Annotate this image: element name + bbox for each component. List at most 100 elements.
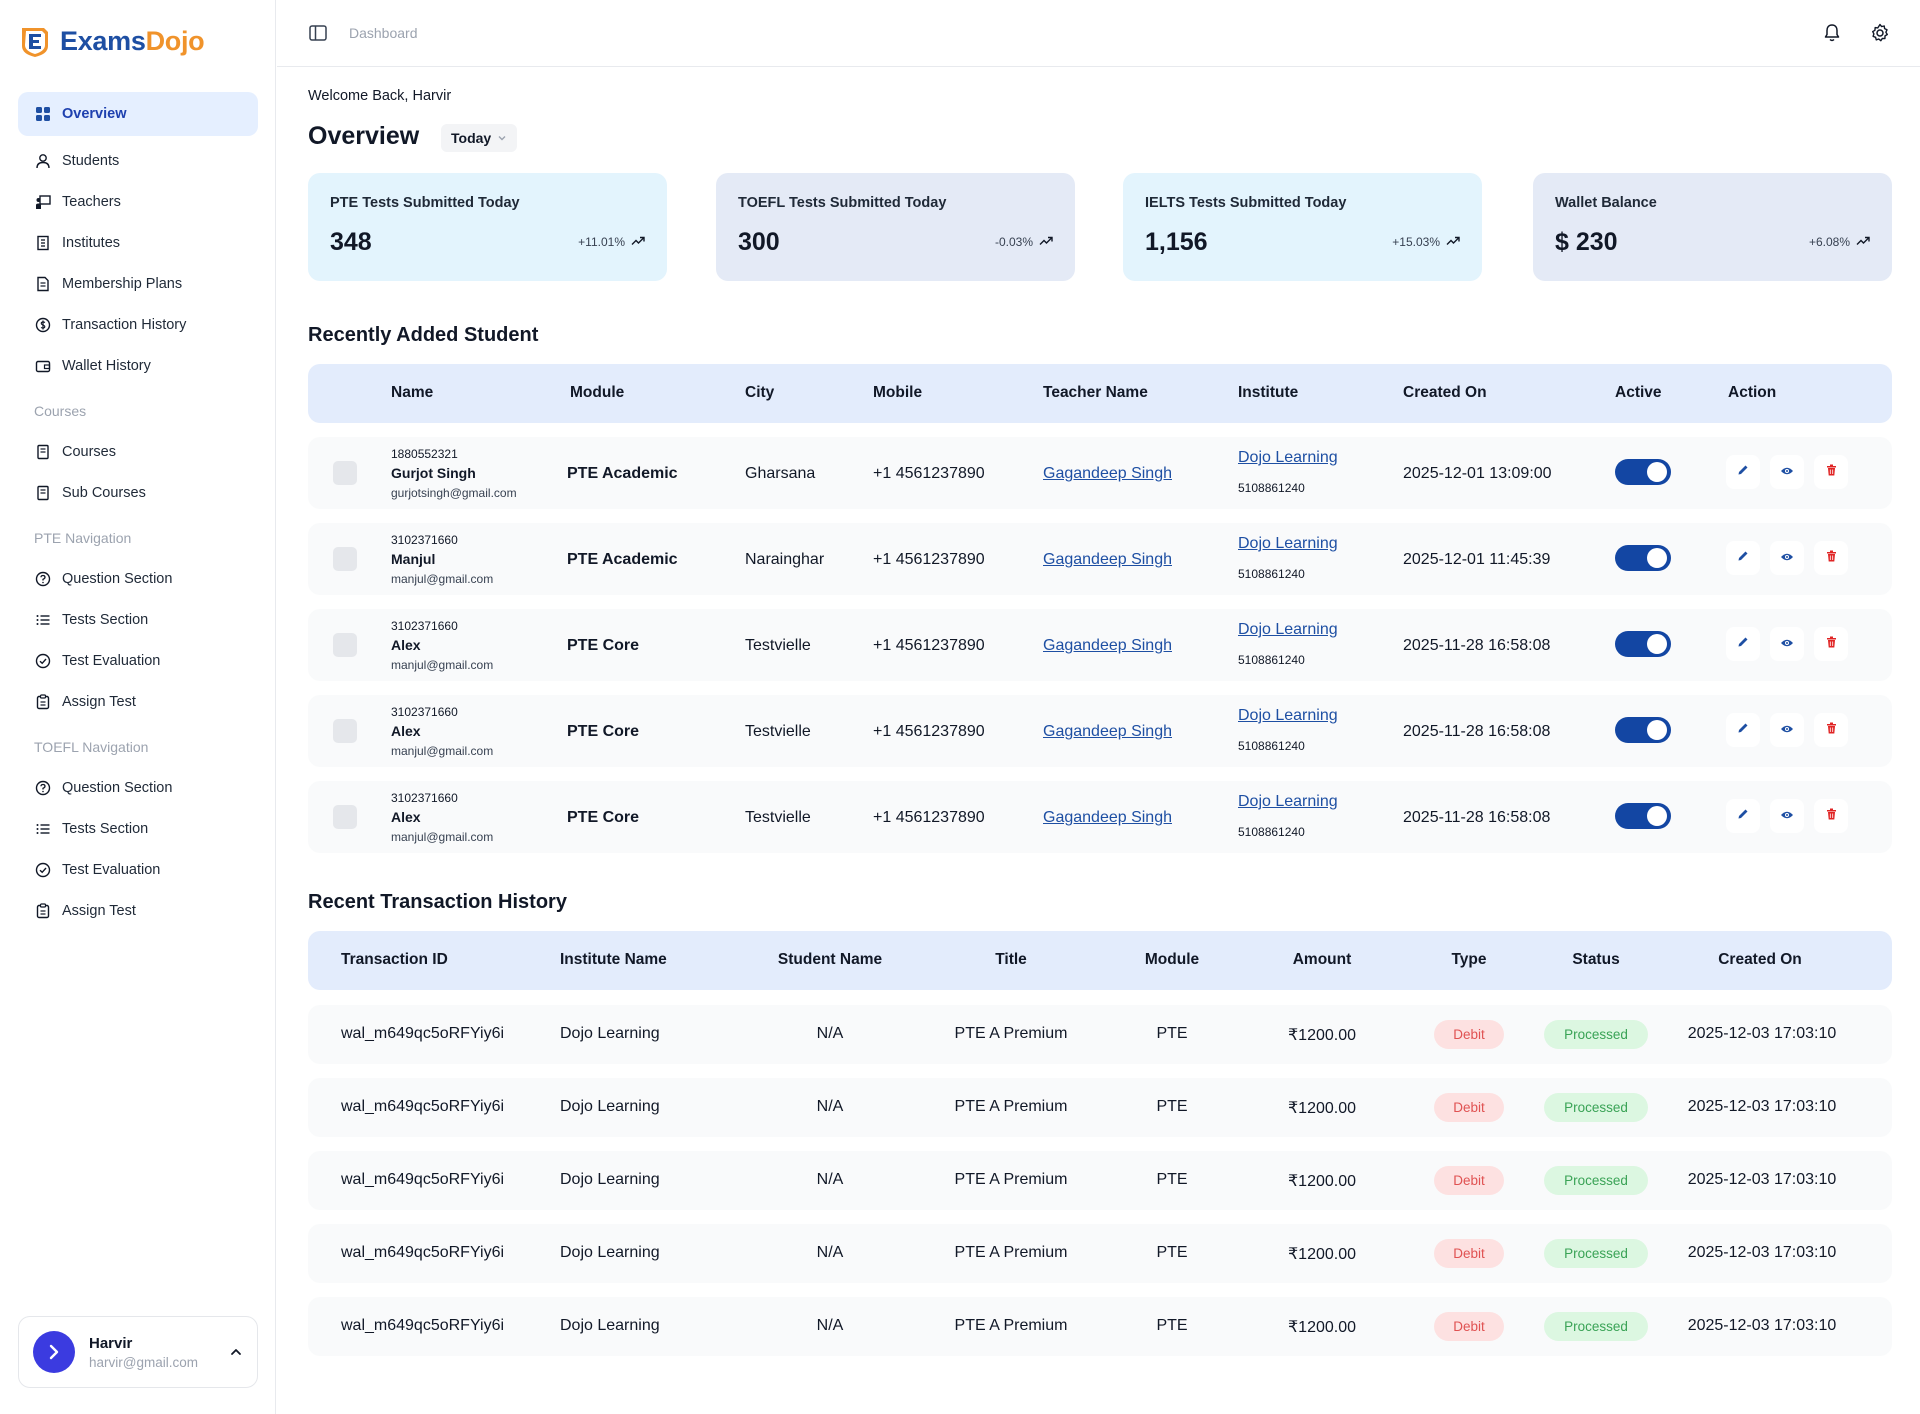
active-toggle[interactable] [1615, 545, 1671, 571]
table-row[interactable]: 3102371660 Alex manjul@gmail.com PTE Core Te… [308, 695, 1892, 767]
table-row[interactable]: 1880552321 Gurjot Singh gurjotsingh@gmail.… [308, 437, 1892, 509]
column-header[interactable]: Transaction ID [341, 951, 448, 968]
sidebar-item-test-evaluation[interactable]: Test Evaluation [18, 849, 258, 890]
delete-button[interactable] [1814, 713, 1848, 747]
settings-gear-icon[interactable] [1870, 23, 1890, 43]
sidebar-toggle-icon[interactable] [309, 25, 327, 41]
sidebar-item-tests-section[interactable]: Tests Section [18, 599, 258, 640]
column-header[interactable]: Institute Name [560, 951, 667, 968]
stat-card[interactable]: TOEFL Tests Submitted Today 300 -0.03% [716, 173, 1075, 281]
table-row[interactable]: 3102371660 Alex manjul@gmail.com PTE Core Te… [308, 781, 1892, 853]
sidebar-item-overview[interactable]: Overview [18, 92, 258, 136]
sidebar-item-question-section[interactable]: Question Section [18, 558, 258, 599]
teacher-link[interactable]: Gagandeep Singh [1043, 465, 1172, 482]
delete-button[interactable] [1814, 541, 1848, 575]
table-row[interactable]: wal_m649qc5oRFYiy6i Dojo Learning N/A PTE A… [308, 1078, 1892, 1137]
delete-button[interactable] [1814, 627, 1848, 661]
transactions-section-title: Recent Transaction History [308, 891, 567, 913]
column-header[interactable]: Name [391, 384, 434, 401]
institute-link[interactable]: Dojo Learning [1238, 707, 1338, 724]
delete-button[interactable] [1814, 455, 1848, 489]
view-button[interactable] [1770, 627, 1804, 661]
sidebar-item-transaction-history[interactable]: Transaction History [18, 304, 258, 345]
range-select[interactable]: Today [441, 124, 518, 152]
stat-card[interactable]: IELTS Tests Submitted Today 1,156 +15.03% [1123, 173, 1482, 281]
logo[interactable]: ExamsDojo [18, 24, 205, 58]
column-header[interactable]: City [745, 384, 775, 401]
view-button[interactable] [1770, 799, 1804, 833]
institute-link[interactable]: Dojo Learning [1238, 449, 1338, 466]
stat-card[interactable]: PTE Tests Submitted Today 348 +11.01% [308, 173, 667, 281]
column-header[interactable]: Action [1728, 384, 1777, 401]
book-icon [34, 484, 52, 502]
sidebar-item-tests-section[interactable]: Tests Section [18, 808, 258, 849]
edit-button[interactable] [1726, 627, 1760, 661]
trash-icon [1826, 807, 1837, 825]
sidebar-item-assign-test[interactable]: Assign Test [18, 681, 258, 722]
table-row[interactable]: wal_m649qc5oRFYiy6i Dojo Learning N/A PTE A… [308, 1297, 1892, 1356]
institute-link[interactable]: Dojo Learning [1238, 793, 1338, 810]
column-header[interactable]: Active [1615, 384, 1662, 401]
teacher-link[interactable]: Gagandeep Singh [1043, 637, 1172, 654]
table-row[interactable]: wal_m649qc5oRFYiy6i Dojo Learning N/A PTE A… [308, 1005, 1892, 1064]
table-row[interactable]: wal_m649qc5oRFYiy6i Dojo Learning N/A PTE A… [308, 1224, 1892, 1283]
row-checkbox[interactable] [333, 461, 357, 485]
view-button[interactable] [1770, 541, 1804, 575]
column-header[interactable]: Title [995, 951, 1027, 968]
teacher-link[interactable]: Gagandeep Singh [1043, 551, 1172, 568]
institute-link[interactable]: Dojo Learning [1238, 535, 1338, 552]
table-row[interactable]: wal_m649qc5oRFYiy6i Dojo Learning N/A PTE A… [308, 1151, 1892, 1210]
edit-button[interactable] [1726, 713, 1760, 747]
active-toggle[interactable] [1615, 459, 1671, 485]
column-header[interactable]: Created On [1718, 951, 1802, 968]
row-checkbox[interactable] [333, 719, 357, 743]
notification-bell-icon[interactable] [1822, 23, 1842, 43]
sidebar-item-label: Tests Section [62, 611, 149, 628]
chevron-up-icon[interactable] [229, 1345, 243, 1359]
user-card[interactable]: Harvir harvir@gmail.com [18, 1316, 258, 1388]
edit-button[interactable] [1726, 455, 1760, 489]
transaction-id: wal_m649qc5oRFYiy6i [341, 1317, 505, 1334]
sidebar-item-teachers[interactable]: Teachers [18, 181, 258, 222]
column-header[interactable]: Created On [1403, 384, 1487, 401]
trash-icon [1826, 463, 1837, 481]
column-header[interactable]: Teacher Name [1043, 384, 1148, 401]
sidebar-item-membership-plans[interactable]: Membership Plans [18, 263, 258, 304]
teacher-link[interactable]: Gagandeep Singh [1043, 723, 1172, 740]
row-checkbox[interactable] [333, 633, 357, 657]
delete-button[interactable] [1814, 799, 1848, 833]
row-checkbox[interactable] [333, 547, 357, 571]
column-header[interactable]: Type [1451, 951, 1487, 968]
active-toggle[interactable] [1615, 631, 1671, 657]
column-header[interactable]: Module [1144, 951, 1200, 968]
column-header[interactable]: Status [1572, 951, 1620, 968]
table-row[interactable]: 3102371660 Alex manjul@gmail.com PTE Core Te… [308, 609, 1892, 681]
edit-button[interactable] [1726, 541, 1760, 575]
view-button[interactable] [1770, 713, 1804, 747]
edit-button[interactable] [1726, 799, 1760, 833]
breadcrumb[interactable]: Dashboard [349, 25, 418, 41]
active-toggle[interactable] [1615, 803, 1671, 829]
column-header[interactable]: Student Name [777, 951, 883, 968]
stats-row: PTE Tests Submitted Today 348 +11.01% TOEFL… [308, 173, 1892, 281]
teacher-link[interactable]: Gagandeep Singh [1043, 809, 1172, 826]
sidebar-item-students[interactable]: Students [18, 140, 258, 181]
table-row[interactable]: 3102371660 Manjul manjul@gmail.com PTE Acad… [308, 523, 1892, 595]
sidebar-item-courses[interactable]: Courses [18, 431, 258, 472]
column-header[interactable]: Amount [1292, 951, 1352, 968]
column-header[interactable]: Institute [1238, 384, 1299, 401]
trend-arrow-icon [1446, 235, 1460, 249]
sidebar-item-question-section[interactable]: Question Section [18, 767, 258, 808]
sidebar-item-wallet-history[interactable]: Wallet History [18, 345, 258, 386]
active-toggle[interactable] [1615, 717, 1671, 743]
row-checkbox[interactable] [333, 805, 357, 829]
sidebar-item-assign-test[interactable]: Assign Test [18, 890, 258, 931]
sidebar-item-institutes[interactable]: Institutes [18, 222, 258, 263]
institute-link[interactable]: Dojo Learning [1238, 621, 1338, 638]
column-header[interactable]: Module [570, 384, 625, 401]
stat-card[interactable]: Wallet Balance $ 230 +6.08% [1533, 173, 1892, 281]
column-header[interactable]: Mobile [873, 384, 923, 401]
sidebar-item-sub-courses[interactable]: Sub Courses [18, 472, 258, 513]
view-button[interactable] [1770, 455, 1804, 489]
sidebar-item-test-evaluation[interactable]: Test Evaluation [18, 640, 258, 681]
